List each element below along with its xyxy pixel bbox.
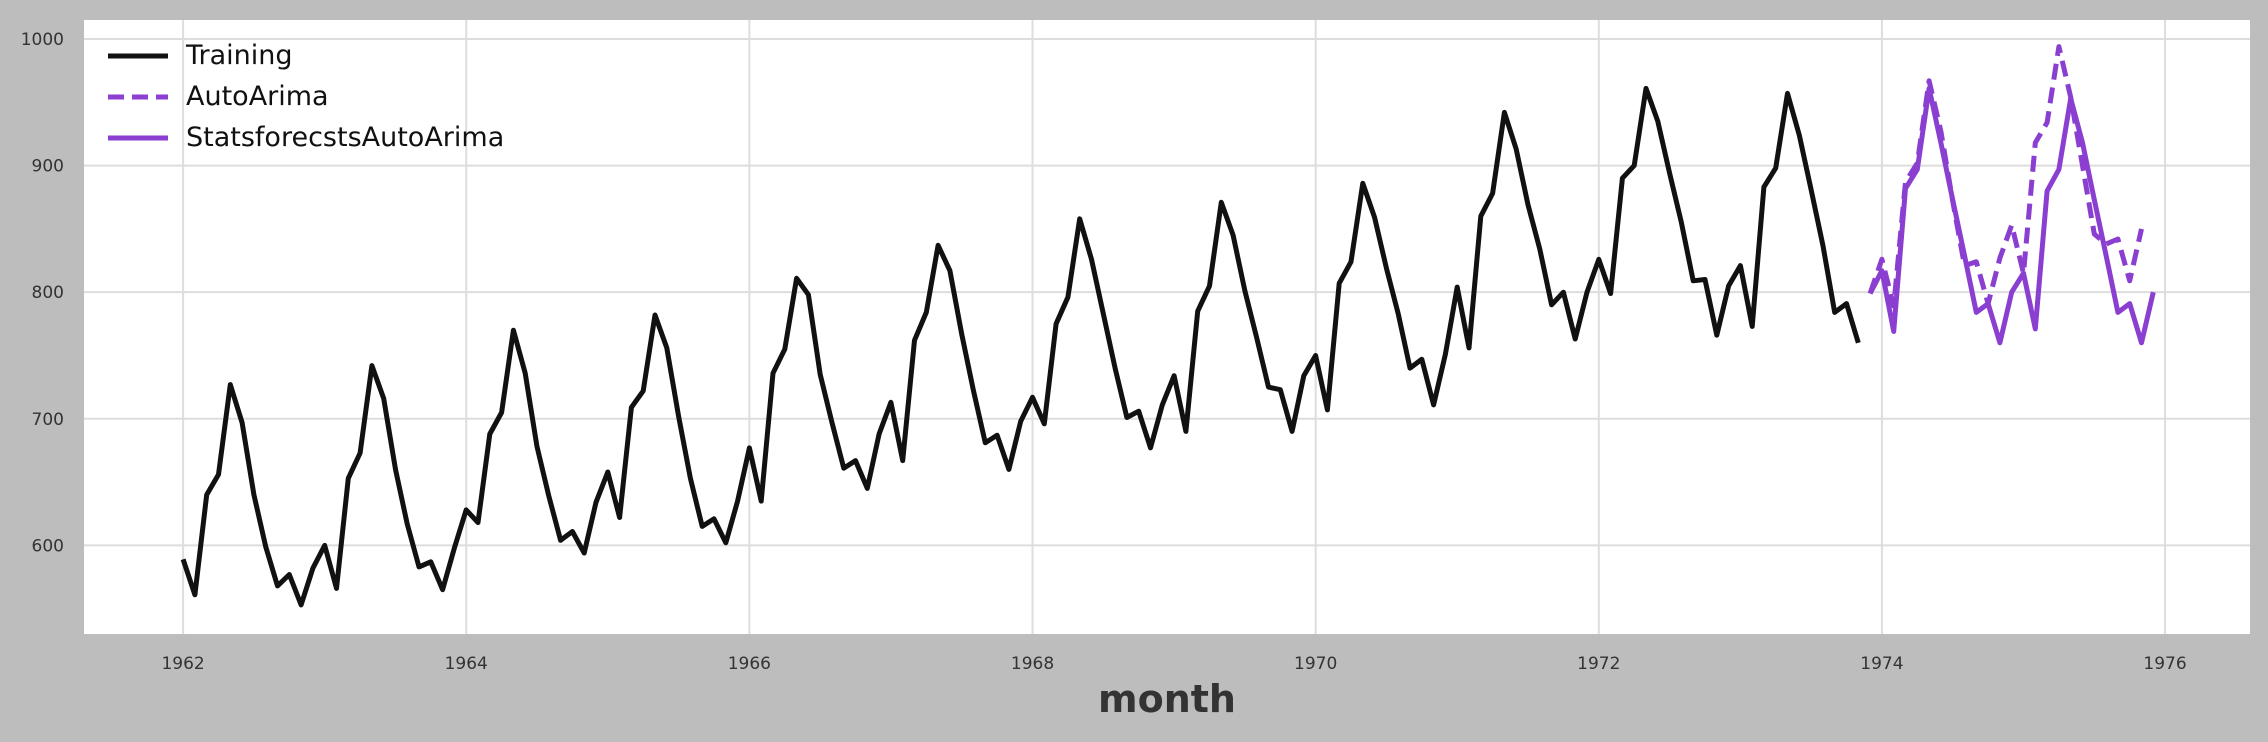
series-line-training <box>180 85 1861 608</box>
x-tick-label: 1970 <box>1294 654 1337 674</box>
x-tick-label: 1974 <box>1860 654 1903 674</box>
x-tick-label: 1976 <box>2143 654 2186 674</box>
y-tick-label: 800 <box>32 283 64 303</box>
x-tick-label: 1968 <box>1011 654 1054 674</box>
legend-label-autoarima: AutoArima <box>186 81 329 112</box>
series-line-statsforecstsautoarima <box>1867 85 2156 346</box>
x-tick-label: 1972 <box>1577 654 1620 674</box>
grid-lines <box>84 20 2250 634</box>
x-tick-label: 1962 <box>161 654 204 674</box>
y-tick-label: 600 <box>32 536 64 556</box>
x-axis-label: month <box>1098 677 1236 721</box>
legend-label-statsforecstsautoarima: StatsforecstsAutoArima <box>186 122 504 153</box>
series-lines <box>180 44 2156 608</box>
plot-area <box>84 20 2250 634</box>
y-tick-label: 900 <box>32 157 64 177</box>
x-tick-labels: 1962 1964 1966 1968 1970 1972 1974 1976 <box>161 654 2186 674</box>
x-tick-label: 1966 <box>728 654 771 674</box>
x-tick-label: 1964 <box>445 654 488 674</box>
y-tick-label: 1000 <box>21 30 64 50</box>
y-tick-labels: 600 700 800 900 1000 <box>21 30 64 556</box>
legend: Training AutoArima StatsforecstsAutoArima <box>108 40 504 153</box>
legend-label-training: Training <box>185 40 293 71</box>
y-tick-label: 700 <box>32 410 64 430</box>
